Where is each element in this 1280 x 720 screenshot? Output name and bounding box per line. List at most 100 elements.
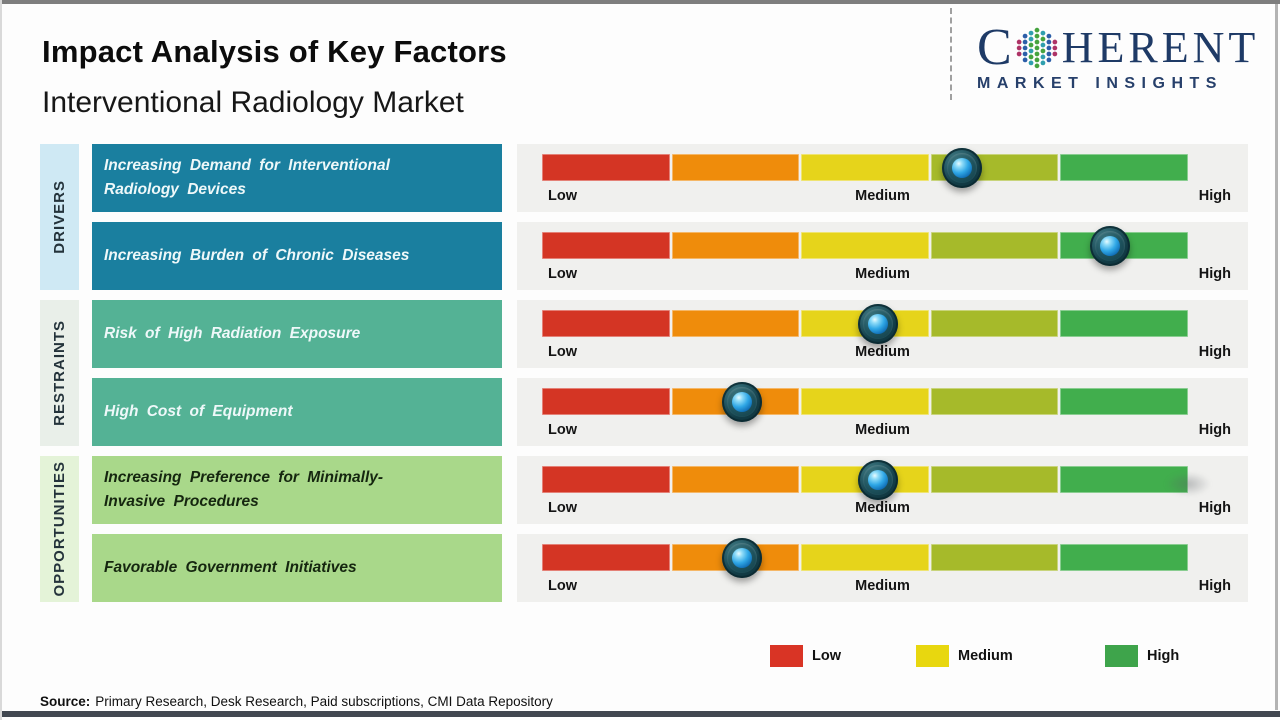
scale-segment (930, 232, 1059, 259)
scale-label-low: Low (548, 266, 577, 282)
scale-segment (542, 310, 670, 337)
impact-scale-bar (542, 147, 1188, 188)
scale-label-low: Low (548, 500, 577, 516)
impact-row: High Cost of Equipment Low Medium High (2, 378, 1280, 446)
factor-box: Favorable Government Initiatives (92, 534, 502, 602)
scale-segment (930, 310, 1059, 337)
scale-segment (1060, 154, 1188, 181)
source-line: Source: Primary Research, Desk Research, … (40, 694, 553, 709)
impact-scale-panel: Low Medium High (517, 534, 1248, 602)
scale-segment (671, 466, 800, 493)
scale-label-medium: Medium (855, 500, 910, 516)
scale-segment (542, 466, 670, 493)
impact-scale-bar (542, 459, 1188, 500)
scale-label-medium: Medium (855, 422, 910, 438)
scale-label-high: High (1198, 578, 1231, 594)
legend-item-low: Low (770, 645, 841, 667)
scale-segment (801, 232, 929, 259)
impact-marker (941, 147, 982, 188)
logo-globe-icon (1016, 27, 1057, 69)
scale-label-medium: Medium (855, 266, 910, 282)
factor-box: Increasing Preference for Minimally-Inva… (92, 456, 502, 524)
scale-segment (1060, 544, 1188, 571)
legend-label-medium: Medium (958, 648, 1013, 664)
top-border-strip (2, 0, 1280, 4)
impact-scale-panel: Low Medium High (517, 456, 1248, 524)
legend-swatch-low (770, 645, 803, 667)
page-subtitle: Interventional Radiology Market (42, 86, 464, 119)
impact-scale-panel: Low Medium High (517, 144, 1248, 212)
group-sidebar-restraints: RESTRAINTS (40, 300, 79, 446)
impact-scale-bar (542, 303, 1188, 344)
scale-segment (801, 388, 929, 415)
logo-letter-c: C (977, 19, 1012, 76)
scale-segment (1060, 310, 1188, 337)
impact-marker (857, 303, 898, 344)
scale-label-high: High (1198, 422, 1231, 438)
scale-label-low: Low (548, 422, 577, 438)
scale-segment (930, 388, 1059, 415)
scale-label-high: High (1198, 188, 1231, 204)
scale-segment (671, 154, 800, 181)
logo-brand-text: HERENT (1061, 23, 1260, 72)
impact-marker (722, 537, 763, 578)
scale-segment (542, 154, 670, 181)
impact-scale-panel: Low Medium High (517, 378, 1248, 446)
scale-segment (801, 544, 929, 571)
factor-box: High Cost of Equipment (92, 378, 502, 446)
scale-segment (542, 544, 670, 571)
group-sidebar-opportunities: OPPORTUNITIES (40, 456, 79, 602)
impact-marker (1090, 225, 1131, 266)
scale-segment (801, 154, 929, 181)
scale-segment (930, 544, 1059, 571)
scale-segment (542, 388, 670, 415)
factor-box: Risk of High Radiation Exposure (92, 300, 502, 368)
impact-row: Increasing Demand for Interventional Rad… (2, 144, 1280, 212)
source-text: Primary Research, Desk Research, Paid su… (95, 694, 553, 709)
impact-scale-bar (542, 537, 1188, 578)
impact-marker (857, 459, 898, 500)
source-prefix: Source: (40, 694, 91, 709)
legend-label-high: High (1147, 648, 1180, 664)
coherent-logo: C HERENT MARKET INSIGHTS (977, 19, 1267, 93)
factor-box: Increasing Burden of Chronic Diseases (92, 222, 502, 290)
impact-row: Increasing Burden of Chronic Diseases Lo… (2, 222, 1280, 290)
factor-label: Risk of High Radiation Exposure (104, 325, 361, 342)
scale-segment (671, 310, 800, 337)
scale-label-low: Low (548, 344, 577, 360)
factor-box: Increasing Demand for Interventional Rad… (92, 144, 502, 212)
scale-segment (930, 466, 1059, 493)
header-dashed-divider (950, 8, 952, 100)
scale-segment (1060, 388, 1188, 415)
scale-label-high: High (1198, 266, 1231, 282)
scale-label-medium: Medium (855, 344, 910, 360)
impact-row: Risk of High Radiation Exposure Low Medi… (2, 300, 1280, 368)
factor-label: Increasing Demand for Interventional Rad… (104, 157, 390, 198)
scale-label-low: Low (548, 578, 577, 594)
legend-item-medium: Medium (916, 645, 1013, 667)
bar-shadow-artifact (1165, 472, 1211, 496)
right-border-strip (1275, 4, 1278, 710)
impact-marker (722, 381, 763, 422)
logo-wordmark: C HERENT (977, 19, 1267, 76)
impact-row: Favorable Government Initiatives Low Med… (2, 534, 1280, 602)
factor-label: Favorable Government Initiatives (104, 559, 357, 576)
impact-scale-panel: Low Medium High (517, 222, 1248, 290)
scale-label-high: High (1198, 500, 1231, 516)
logo-tagline: MARKET INSIGHTS (977, 75, 1223, 92)
legend-swatch-high (1105, 645, 1138, 667)
impact-scale-bar (542, 225, 1188, 266)
scale-label-high: High (1198, 344, 1231, 360)
page-title: Impact Analysis of Key Factors (42, 34, 507, 69)
bottom-border-strip (2, 711, 1280, 717)
impact-scale-panel: Low Medium High (517, 300, 1248, 368)
impact-scale-bar (542, 381, 1188, 422)
scale-label-medium: Medium (855, 188, 910, 204)
scale-segment (671, 232, 800, 259)
scale-segment (542, 232, 670, 259)
scale-segment (1060, 466, 1188, 493)
factor-label: Increasing Burden of Chronic Diseases (104, 247, 410, 264)
legend-item-high: High (1105, 645, 1179, 667)
legend-swatch-medium (916, 645, 949, 667)
